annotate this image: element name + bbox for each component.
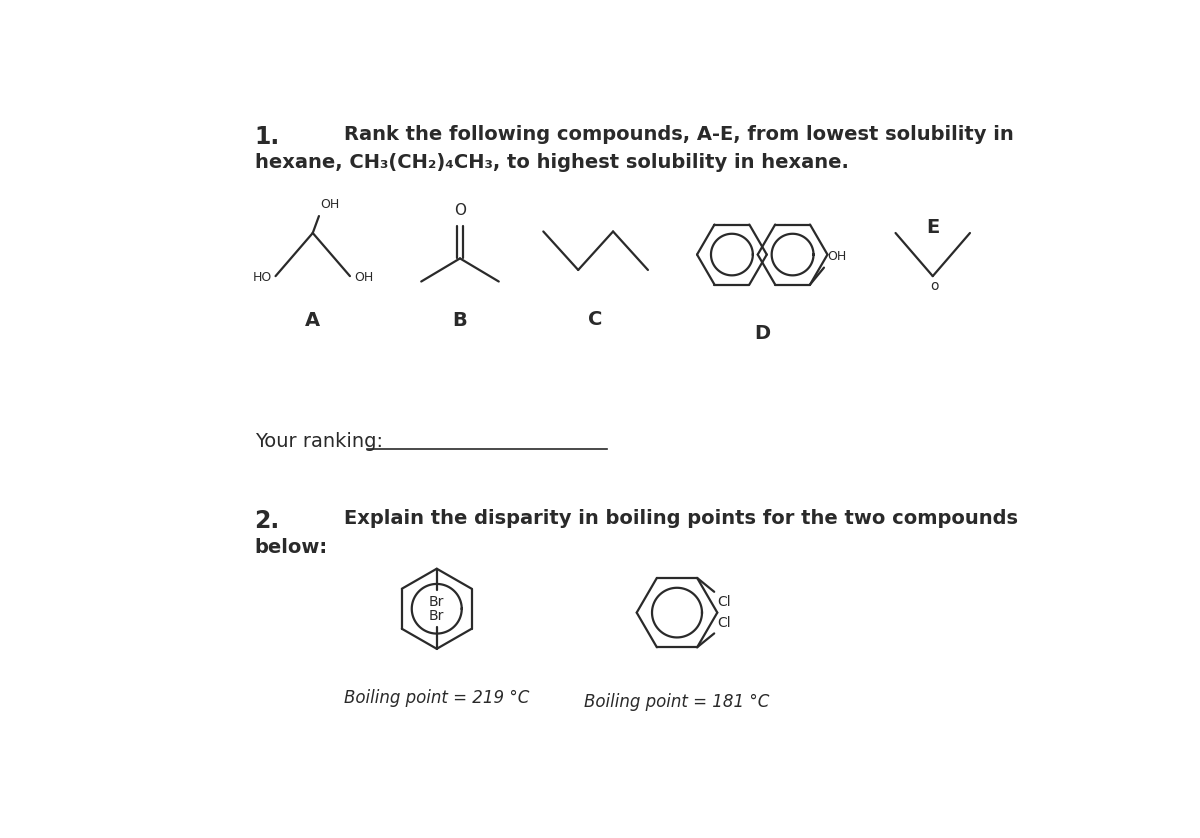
Text: Br: Br [430, 608, 444, 623]
Text: Your ranking:: Your ranking: [254, 432, 383, 451]
Text: Boiling point = 181 °C: Boiling point = 181 °C [584, 693, 769, 711]
Text: B: B [452, 311, 467, 330]
Text: Rank the following compounds, A-E, from lowest solubility in: Rank the following compounds, A-E, from … [343, 125, 1014, 144]
Text: D: D [754, 323, 770, 343]
Text: Explain the disparity in boiling points for the two compounds: Explain the disparity in boiling points … [343, 509, 1018, 528]
Text: 1.: 1. [254, 125, 280, 149]
Text: Cl: Cl [718, 595, 731, 609]
Text: Cl: Cl [718, 616, 731, 630]
Text: below:: below: [254, 538, 328, 557]
Text: A: A [305, 311, 320, 330]
Text: hexane, CH₃(CH₂)₄CH₃, to highest solubility in hexane.: hexane, CH₃(CH₂)₄CH₃, to highest solubil… [254, 153, 848, 172]
Text: Br: Br [430, 595, 444, 609]
Text: OH: OH [320, 199, 340, 211]
Text: Boiling point = 219 °C: Boiling point = 219 °C [344, 689, 529, 706]
Text: OH: OH [827, 250, 846, 263]
Text: OH: OH [354, 272, 373, 284]
Text: C: C [588, 310, 602, 329]
Text: HO: HO [252, 272, 271, 284]
Text: E: E [926, 218, 940, 236]
Text: o: o [930, 279, 938, 293]
Text: 2.: 2. [254, 509, 280, 533]
Text: O: O [454, 204, 466, 219]
